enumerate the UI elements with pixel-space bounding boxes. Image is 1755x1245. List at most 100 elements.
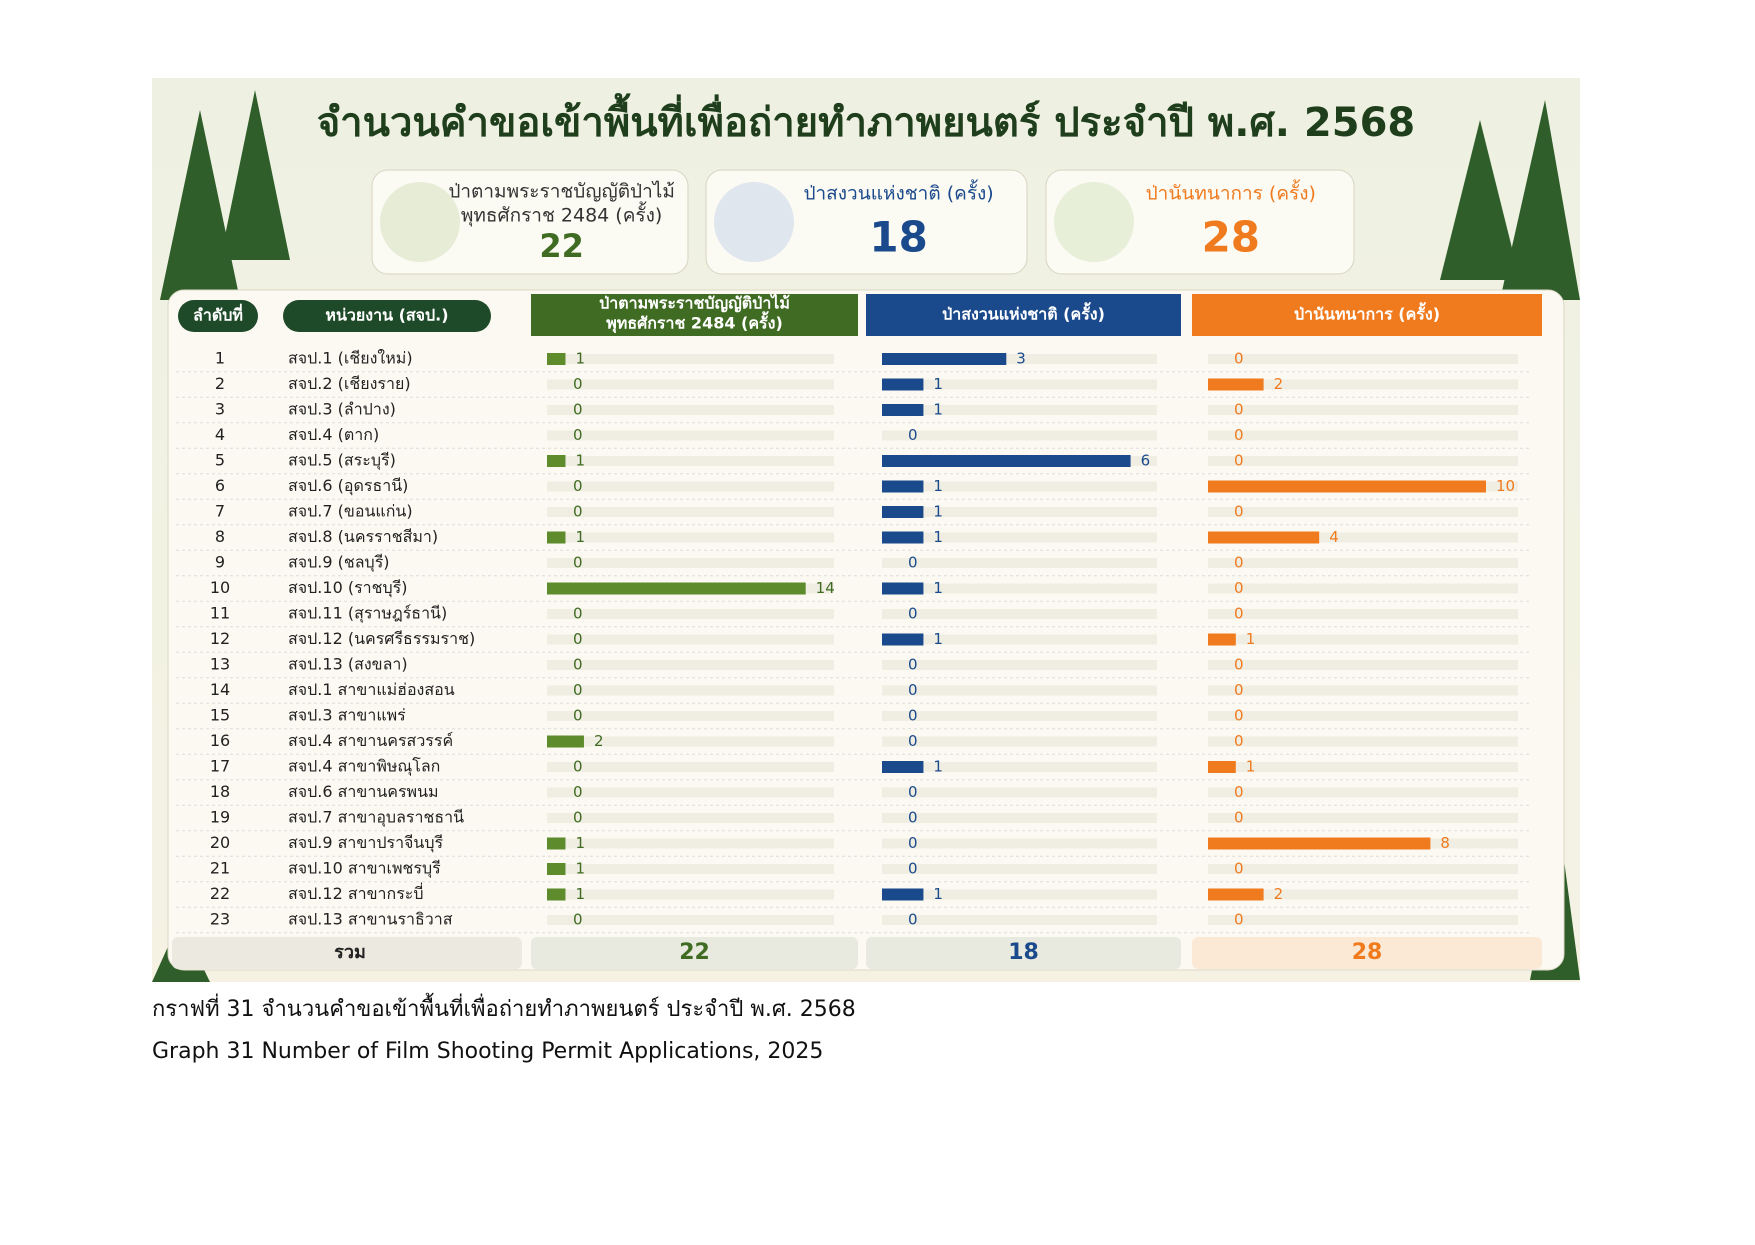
value-label: 0 xyxy=(908,554,918,572)
unit-name: สจป.12 (นครศรีธรรมราช) xyxy=(288,629,475,648)
bar-track xyxy=(547,507,834,517)
value-label: 4 xyxy=(1329,528,1339,546)
header-label: หน่วยงาน (สจป.) xyxy=(325,306,448,325)
card-icon xyxy=(714,182,794,262)
value-label: 0 xyxy=(1234,783,1244,801)
row-number: 12 xyxy=(210,629,230,648)
bar-track xyxy=(882,838,1157,849)
value-label: 0 xyxy=(908,426,918,444)
row-number: 13 xyxy=(210,655,230,674)
bar-track xyxy=(1208,583,1518,594)
bar-track xyxy=(1208,405,1518,415)
column-header xyxy=(1192,294,1542,336)
bar xyxy=(882,506,924,518)
bar-track xyxy=(547,405,834,415)
value-label: 2 xyxy=(1274,885,1284,903)
bar xyxy=(882,531,924,544)
column-header-label: ป่านันทนาการ (ครั้ง) xyxy=(1294,302,1440,324)
unit-name: สจป.6 สาขานครพนม xyxy=(288,782,439,801)
bar-track xyxy=(882,354,1157,364)
value-label: 0 xyxy=(1234,503,1244,521)
header-pill xyxy=(283,300,491,332)
bar-track xyxy=(547,711,834,721)
row-number: 15 xyxy=(210,706,230,725)
bar-track xyxy=(547,838,834,849)
value-label: 0 xyxy=(1234,809,1244,827)
value-label: 0 xyxy=(573,707,583,725)
bar xyxy=(547,735,584,748)
unit-name: สจป.9 สาขาปราจีนบุรี xyxy=(288,833,444,853)
bar-track xyxy=(1208,762,1518,772)
total-cell xyxy=(866,937,1181,969)
unit-name: สจป.13 (สงขลา) xyxy=(288,655,408,674)
value-label: 0 xyxy=(908,834,918,852)
column-header xyxy=(531,294,858,336)
unit-name: สจป.3 สาขาแพร่ xyxy=(288,706,406,725)
bar-track xyxy=(547,481,834,492)
bar-track xyxy=(882,532,1157,543)
bar-track xyxy=(547,787,834,798)
bar xyxy=(1208,633,1236,646)
column-header-label: พุทธศักราช 2484 (ครั้ง) xyxy=(606,311,783,334)
caption-en: Graph 31 Number of Film Shooting Permit … xyxy=(152,1039,823,1064)
value-label: 0 xyxy=(1234,911,1244,929)
bar-track xyxy=(882,405,1157,415)
column-header xyxy=(866,294,1181,336)
total-cell xyxy=(1192,937,1542,969)
value-label: 0 xyxy=(908,681,918,699)
bar-track xyxy=(547,634,834,645)
value-label: 0 xyxy=(573,503,583,521)
card-label: พุทธศักราช 2484 (ครั้ง) xyxy=(461,202,662,228)
row-number: 19 xyxy=(210,808,230,827)
unit-name: สจป.4 สาขาพิษณุโลก xyxy=(288,757,440,777)
row-number: 14 xyxy=(210,680,230,699)
unit-name: สจป.3 (ลำปาง) xyxy=(288,400,396,419)
unit-name: สจป.8 (นครราชสีมา) xyxy=(288,527,438,546)
column-header-label: ป่าสงวนแห่งชาติ (ครั้ง) xyxy=(942,302,1105,324)
bar-track xyxy=(547,660,834,670)
bar-track xyxy=(547,354,834,364)
bar-track xyxy=(1208,430,1518,441)
row-number: 21 xyxy=(210,859,230,878)
row-number: 7 xyxy=(215,502,225,521)
bar-track xyxy=(1208,456,1518,466)
bar-track xyxy=(882,762,1157,772)
bar xyxy=(882,582,924,595)
value-label: 0 xyxy=(1234,681,1244,699)
value-label: 0 xyxy=(573,375,583,393)
bar-track xyxy=(882,634,1157,645)
card-label: ป่านันทนาการ (ครั้ง) xyxy=(1146,180,1316,205)
unit-name: สจป.1 สาขาแม่ฮ่องสอน xyxy=(288,680,455,699)
value-label: 0 xyxy=(573,911,583,929)
header-label: ลำดับที่ xyxy=(193,304,243,325)
bar xyxy=(547,531,566,544)
value-label: 2 xyxy=(1274,375,1284,393)
row-number: 8 xyxy=(215,527,225,546)
bar xyxy=(1208,761,1236,773)
bar xyxy=(547,582,806,595)
card-value: 28 xyxy=(1202,213,1260,262)
bar xyxy=(882,633,924,646)
row-number: 20 xyxy=(210,833,230,852)
value-label: 1 xyxy=(575,452,585,470)
total-value: 18 xyxy=(1008,940,1039,965)
bar-track xyxy=(547,762,834,772)
bar-track xyxy=(1208,736,1518,747)
value-label: 0 xyxy=(573,554,583,572)
bar-track xyxy=(882,430,1157,441)
bar-track xyxy=(882,558,1157,568)
total-cell xyxy=(531,937,858,969)
bar-track xyxy=(882,481,1157,492)
value-label: 0 xyxy=(573,758,583,776)
value-label: 1 xyxy=(933,758,943,776)
value-label: 1 xyxy=(933,885,943,903)
bar-track xyxy=(882,889,1157,900)
bar-track xyxy=(1208,813,1518,823)
value-label: 3 xyxy=(1016,350,1026,368)
bar-track xyxy=(547,532,834,543)
unit-name: สจป.9 (ชลบุรี) xyxy=(288,553,390,573)
value-label: 0 xyxy=(908,911,918,929)
value-label: 0 xyxy=(908,656,918,674)
bar-track xyxy=(1208,558,1518,568)
value-label: 1 xyxy=(933,579,943,597)
